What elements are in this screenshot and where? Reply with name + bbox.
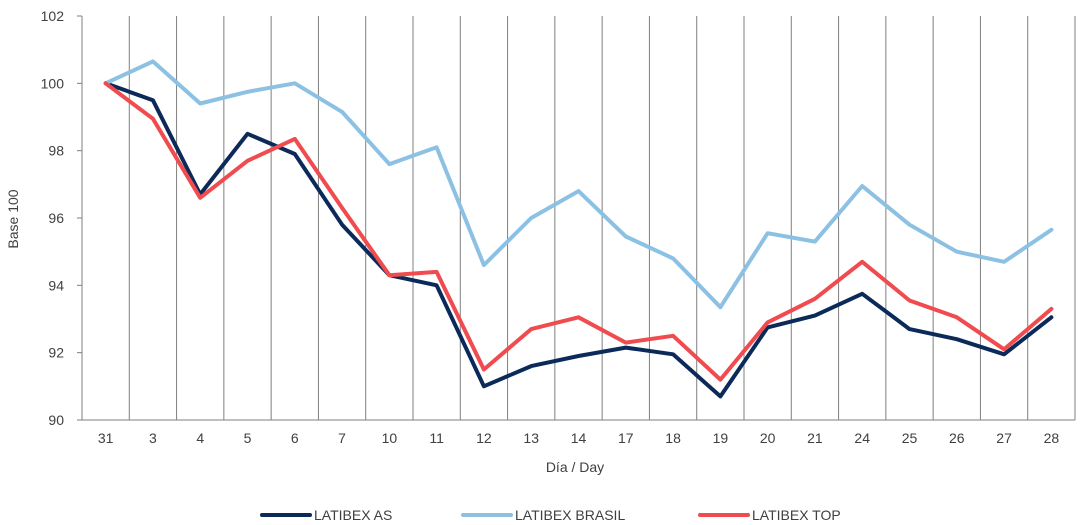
y-tick-label: 90 (48, 412, 64, 428)
series-lines (103, 59, 1054, 399)
x-axis-title: Día / Day (546, 459, 604, 475)
legend-label: LATIBEX BRASIL (515, 507, 625, 523)
y-tick-label: 98 (48, 143, 64, 159)
x-tick-label: 10 (382, 430, 398, 446)
y-tick-label: 92 (48, 345, 64, 361)
x-tick-label: 11 (429, 430, 444, 446)
x-tick-label: 27 (996, 430, 1012, 446)
x-tick-label: 31 (98, 430, 114, 446)
x-tick-label: 14 (571, 430, 587, 446)
x-tick-label: 25 (902, 430, 918, 446)
y-tick-label: 100 (41, 75, 65, 91)
legend: LATIBEX AS LATIBEX BRASIL LATIBEX TOP (260, 507, 841, 523)
x-tick-label: 4 (196, 430, 204, 446)
axes (77, 15, 1075, 421)
series-line (103, 81, 1054, 382)
x-tick-label: 3 (149, 430, 157, 446)
x-tick-label: 6 (291, 430, 299, 446)
x-tick-label: 20 (760, 430, 776, 446)
legend-label: LATIBEX TOP (752, 507, 841, 523)
x-tick-label: 24 (854, 430, 870, 446)
vertical-gridlines (81, 16, 1076, 420)
x-tick-label: 26 (949, 430, 965, 446)
x-tick-label: 21 (807, 430, 823, 446)
y-tick-labels: 90 92 94 96 98 100 102 (41, 8, 65, 428)
x-tick-label: 18 (665, 430, 681, 446)
x-tick-label: 28 (1044, 430, 1060, 446)
y-tick-label: 96 (48, 210, 64, 226)
x-tick-label: 7 (338, 430, 346, 446)
x-tick-label: 5 (244, 430, 252, 446)
y-tick-label: 102 (41, 8, 65, 24)
x-tick-label: 19 (713, 430, 729, 446)
legend-label: LATIBEX AS (314, 507, 392, 523)
y-axis-title: Base 100 (5, 189, 21, 248)
y-tick-label: 94 (48, 277, 64, 293)
series-line (103, 59, 1054, 310)
x-tick-labels: 31 3 4 5 6 7 10 11 12 13 14 17 18 19 20 21 24 25 26 27 28 (98, 430, 1060, 446)
x-tick-label: 13 (523, 430, 539, 446)
x-tick-label: 17 (618, 430, 634, 446)
series-line (103, 81, 1054, 399)
x-tick-label: 12 (476, 430, 492, 446)
